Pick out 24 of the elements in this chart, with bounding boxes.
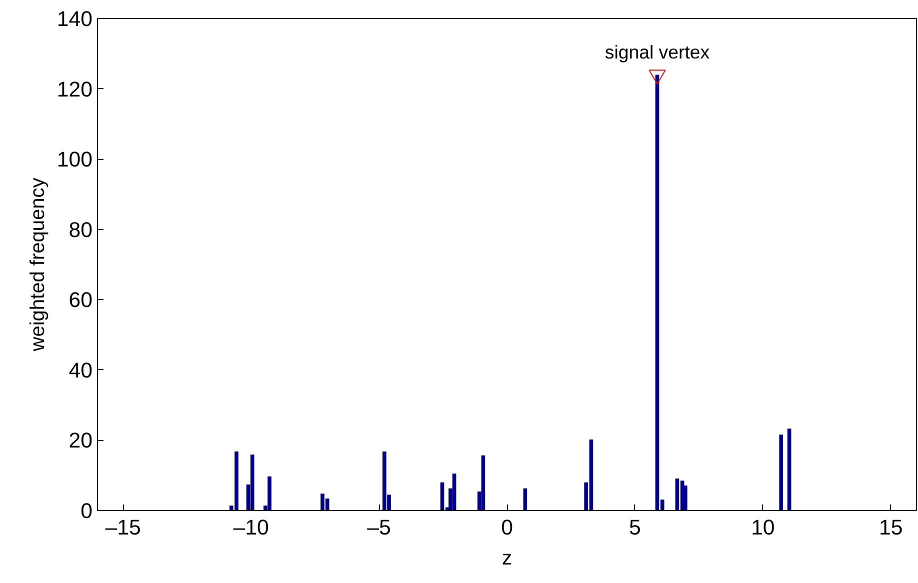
y-tick-label: 100: [56, 148, 93, 172]
x-tick-label: –5: [367, 516, 391, 540]
annotation: signal vertex: [604, 42, 710, 63]
y-tick-label: 0: [80, 499, 93, 523]
y-tick-label: 80: [68, 218, 93, 242]
y-tick-label: 120: [56, 77, 93, 102]
bar: [779, 434, 784, 510]
y-tick-label: 140: [56, 7, 93, 31]
y-axis-title: weighted frequency: [26, 178, 49, 352]
bar: [787, 428, 792, 510]
bar: [481, 455, 486, 510]
y-tick-label: 20: [68, 428, 93, 453]
bar: [452, 474, 456, 510]
x-tick-label: 0: [501, 516, 514, 540]
x-tick-label: –10: [233, 516, 269, 540]
x-tick-label: 5: [629, 516, 641, 540]
bar: [250, 454, 254, 510]
bar: [268, 476, 272, 510]
y-tick-label: 60: [68, 288, 93, 312]
y-tick-label: 40: [68, 358, 93, 382]
x-tick-label: 15: [879, 516, 903, 540]
x-tick-label: –15: [105, 516, 141, 540]
x-axis-title: z: [502, 548, 512, 570]
x-tick-label: 10: [751, 516, 775, 540]
